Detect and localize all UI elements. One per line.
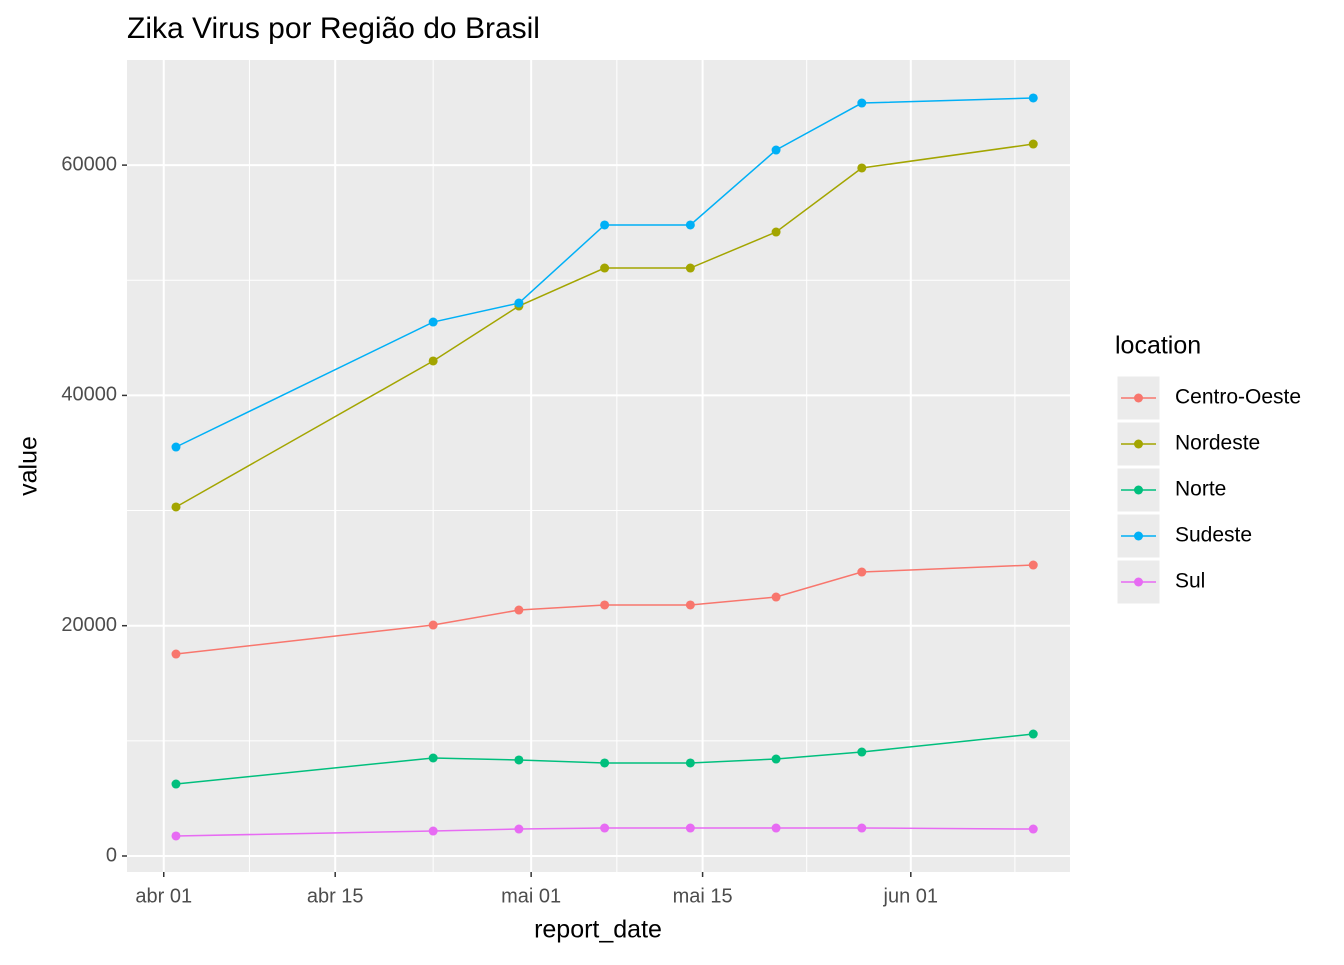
legend-title: location [1115,332,1201,360]
data-point [171,442,181,452]
data-point [685,263,695,273]
data-point [771,227,781,237]
panel [127,60,1070,872]
y-tick-label: 60000 [61,153,117,175]
data-point [685,600,695,610]
data-point [514,298,524,308]
data-point [1028,93,1038,103]
data-point [428,753,438,763]
data-point [857,98,867,108]
x-tick-label: abr 01 [135,885,192,907]
series-line [175,97,1034,448]
data-point [1028,560,1038,570]
data-point [857,163,867,173]
y-tick-label: 40000 [61,384,117,406]
legend-point [1134,393,1143,403]
y-axis-title: value [15,436,43,496]
data-point [685,823,695,833]
data-point [857,823,867,833]
data-point [514,605,524,615]
data-point [685,220,695,230]
data-point [600,220,610,230]
x-tick-label: abr 15 [307,885,364,907]
data-point [514,824,524,834]
data-point [857,747,867,757]
legend-label: Nordeste [1175,432,1260,455]
data-point [857,567,867,577]
data-point [600,263,610,273]
x-tick-label: jun 01 [883,885,939,907]
data-point [428,356,438,366]
legend-point [1134,439,1143,449]
data-point [171,649,181,659]
data-point [171,502,181,512]
data-point [1028,729,1038,739]
data-point [514,755,524,765]
data-point [771,145,781,155]
legend-label: Sul [1175,570,1205,593]
data-point [171,831,181,841]
y-tick-label: 0 [106,844,117,866]
data-point [428,826,438,836]
data-point [171,779,181,789]
y-tick-label: 20000 [61,614,117,636]
data-point [685,758,695,768]
legend-label: Centro-Oeste [1175,386,1301,409]
legend-point [1134,577,1143,587]
legend-label: Sudeste [1175,524,1252,547]
data-point [600,823,610,833]
chart-title: Zika Virus por Região do Brasil [127,12,540,45]
legend-point [1134,485,1143,495]
data-point [771,823,781,833]
data-point [600,758,610,768]
x-tick-label: mai 15 [673,885,733,907]
x-tick-label: mai 01 [501,885,561,907]
series-line [175,564,1034,655]
series-line [175,733,1034,785]
data-point [600,600,610,610]
data-point [771,592,781,602]
series-line [175,827,1034,837]
data-point [428,317,438,327]
data-point [1028,139,1038,149]
data-point [771,754,781,764]
data-point [1028,824,1038,834]
x-axis-title: report_date [534,916,662,944]
data-point [428,620,438,630]
legend-point [1134,531,1143,541]
series-line [175,143,1034,508]
legend-label: Norte [1175,478,1226,501]
